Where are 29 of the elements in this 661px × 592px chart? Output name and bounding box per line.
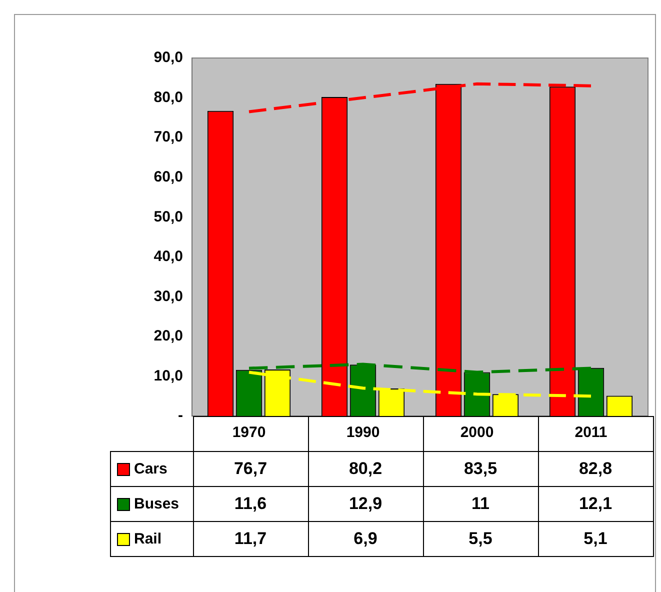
data-label: 12,9 <box>308 486 423 522</box>
data-label: 5,5 <box>423 522 538 556</box>
x-tick-label: 1990 <box>346 424 380 442</box>
y-tick-label: 80,0 <box>154 88 183 106</box>
x-tick-label: 2011 <box>574 424 608 442</box>
y-tick-label: 90,0 <box>154 49 183 66</box>
data-label: 76,7 <box>193 452 308 486</box>
data-label: 11 <box>423 486 538 522</box>
data-label: 11,7 <box>193 522 308 556</box>
data-label: 12,1 <box>538 486 653 522</box>
data-label: 5,1 <box>538 522 653 556</box>
legend-label: Buses <box>134 496 180 513</box>
data-label: 6,9 <box>308 522 423 556</box>
y-tick-label: 40,0 <box>154 248 183 266</box>
y-tick-label: 30,0 <box>154 288 183 305</box>
y-tick-label: - <box>178 407 183 424</box>
y-tick-label: 50,0 <box>154 208 183 226</box>
data-label: 82,8 <box>538 452 653 486</box>
x-tick-label: 2000 <box>460 424 494 442</box>
legend-label: Rail <box>134 530 162 548</box>
y-tick-label: 10,0 <box>154 367 183 384</box>
legend-label: Cars <box>134 460 168 478</box>
data-label: 11,6 <box>193 486 308 522</box>
y-tick-label: 70,0 <box>154 128 183 146</box>
y-tick-label: 20,0 <box>154 328 183 345</box>
data-label: 83,5 <box>423 452 538 486</box>
x-tick-label: 1970 <box>232 424 266 442</box>
data-label: 80,2 <box>308 452 423 486</box>
y-tick-label: 60,0 <box>154 168 183 186</box>
